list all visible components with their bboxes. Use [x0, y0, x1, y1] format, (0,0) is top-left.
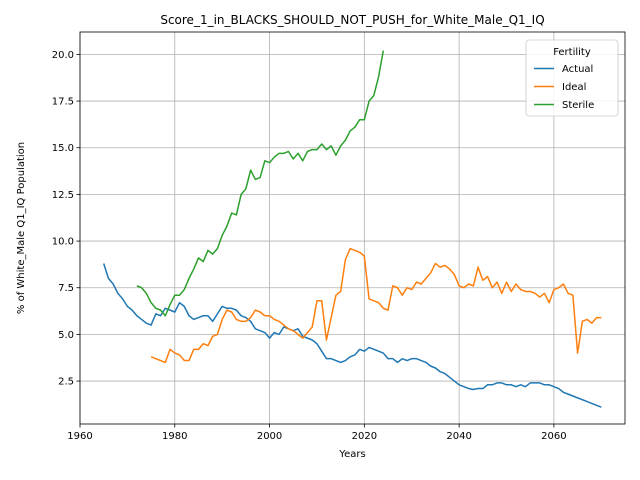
series-lines	[102, 50, 602, 408]
y-tick-label: 12.5	[52, 190, 74, 201]
y-tick-label: 7.5	[58, 283, 74, 294]
legend-label-actual: Actual	[562, 64, 593, 75]
x-tick-label: 2020	[352, 431, 377, 442]
x-tick-label: 2000	[257, 431, 282, 442]
legend: Fertility Actual Ideal Sterile	[525, 39, 619, 117]
x-tick-label: 1960	[67, 431, 92, 442]
legend-title: Fertility	[553, 47, 591, 58]
legend-box	[525, 39, 619, 117]
y-tick-label: 5.0	[58, 330, 74, 341]
series-line-actual	[102, 263, 602, 408]
x-axis-ticks: 1960 1980 2000 2020 2040 2060	[67, 424, 567, 442]
x-tick-label: 2040	[446, 431, 471, 442]
series-line-ideal	[150, 247, 602, 364]
y-tick-label: 20.0	[52, 50, 74, 61]
y-tick-label: 15.0	[52, 143, 74, 154]
x-axis-label: Years	[338, 449, 365, 460]
y-tick-label: 2.5	[58, 377, 74, 388]
y-axis-ticks: 2.5 5.0 7.5 10.0 12.5 15.0 17.5 20.0	[52, 50, 80, 388]
legend-label-ideal: Ideal	[562, 82, 586, 93]
x-tick-label: 1980	[162, 431, 187, 442]
y-tick-label: 17.5	[52, 97, 74, 108]
series-line-sterile	[136, 50, 385, 317]
x-tick-label: 2060	[541, 431, 566, 442]
legend-label-sterile: Sterile	[562, 100, 594, 111]
legend-entries: Actual Ideal Sterile	[534, 64, 594, 111]
chart-title: Score_1_in_BLACKS_SHOULD_NOT_PUSH_for_Wh…	[160, 13, 544, 27]
plot-frame	[79, 31, 626, 425]
y-axis-label: % of White_Male Q1_IQ Population	[16, 142, 27, 314]
grid	[79, 32, 625, 424]
y-tick-label: 10.0	[52, 237, 74, 248]
